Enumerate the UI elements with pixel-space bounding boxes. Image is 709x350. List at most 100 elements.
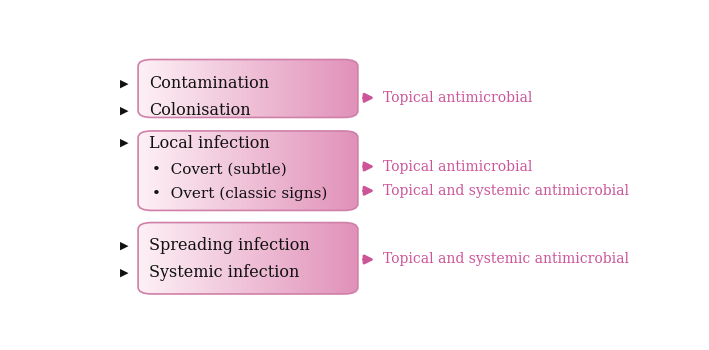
Bar (299, 131, 301, 210)
Text: ▶: ▶ (120, 267, 128, 278)
Bar (143, 223, 146, 294)
Bar (328, 60, 331, 118)
Bar (195, 131, 197, 210)
Bar (316, 223, 318, 294)
Bar (299, 60, 301, 118)
Bar (166, 223, 168, 294)
Bar (187, 223, 190, 294)
Bar (228, 60, 230, 118)
Bar (343, 60, 345, 118)
Bar (268, 131, 271, 210)
Bar (347, 223, 350, 294)
Bar (177, 131, 179, 210)
Bar (289, 131, 291, 210)
Bar (352, 60, 354, 118)
Bar (327, 60, 329, 118)
Bar (239, 60, 241, 118)
Text: Topical antimicrobial: Topical antimicrobial (383, 91, 532, 105)
Text: Topical and systemic antimicrobial: Topical and systemic antimicrobial (383, 184, 629, 198)
Bar (342, 60, 344, 118)
Bar (152, 60, 155, 118)
Bar (270, 60, 272, 118)
Bar (187, 60, 190, 118)
Bar (306, 223, 309, 294)
Text: Contamination: Contamination (149, 75, 269, 92)
Text: ▶: ▶ (120, 138, 128, 148)
Bar (173, 60, 175, 118)
Bar (179, 60, 181, 118)
Bar (254, 131, 256, 210)
Bar (201, 223, 203, 294)
Bar (208, 131, 210, 210)
Bar (284, 223, 287, 294)
Bar (290, 223, 293, 294)
Bar (340, 60, 342, 118)
Bar (166, 131, 168, 210)
Bar (245, 131, 247, 210)
Bar (177, 223, 179, 294)
Bar (312, 60, 315, 118)
Bar (187, 131, 190, 210)
Bar (206, 60, 208, 118)
Bar (210, 131, 212, 210)
Bar (240, 60, 243, 118)
Bar (301, 131, 303, 210)
Bar (264, 60, 267, 118)
Bar (336, 60, 338, 118)
Bar (242, 223, 245, 294)
Bar (255, 60, 257, 118)
Bar (301, 60, 303, 118)
Bar (191, 223, 194, 294)
Bar (321, 60, 323, 118)
Bar (162, 60, 164, 118)
Bar (231, 223, 234, 294)
Bar (193, 223, 196, 294)
Bar (171, 223, 174, 294)
Bar (223, 223, 225, 294)
Bar (330, 60, 333, 118)
Bar (202, 60, 205, 118)
Bar (174, 131, 177, 210)
Bar (223, 60, 225, 118)
Bar (208, 60, 210, 118)
Bar (195, 223, 197, 294)
Bar (215, 223, 218, 294)
Bar (349, 60, 351, 118)
Bar (147, 223, 150, 294)
Bar (210, 60, 212, 118)
Bar (246, 60, 249, 118)
Bar (267, 60, 269, 118)
Bar (323, 60, 325, 118)
Bar (173, 223, 175, 294)
Bar (279, 60, 281, 118)
Bar (252, 60, 254, 118)
Bar (233, 223, 235, 294)
Text: ▶: ▶ (120, 79, 128, 89)
Bar (246, 131, 249, 210)
Bar (173, 131, 175, 210)
Bar (283, 223, 285, 294)
Bar (316, 131, 318, 210)
Bar (215, 131, 218, 210)
Bar (354, 223, 357, 294)
Bar (328, 131, 331, 210)
Bar (356, 131, 359, 210)
Bar (261, 131, 263, 210)
Bar (149, 131, 152, 210)
Bar (151, 60, 153, 118)
Bar (272, 131, 274, 210)
Bar (275, 60, 278, 118)
Bar (142, 60, 144, 118)
Bar (191, 60, 194, 118)
Bar (235, 60, 238, 118)
Bar (179, 131, 181, 210)
Bar (267, 223, 269, 294)
Bar (294, 131, 296, 210)
Bar (308, 60, 311, 118)
Bar (337, 223, 340, 294)
Bar (318, 131, 320, 210)
Bar (281, 131, 284, 210)
Bar (208, 223, 210, 294)
Bar (193, 131, 196, 210)
Bar (220, 223, 223, 294)
